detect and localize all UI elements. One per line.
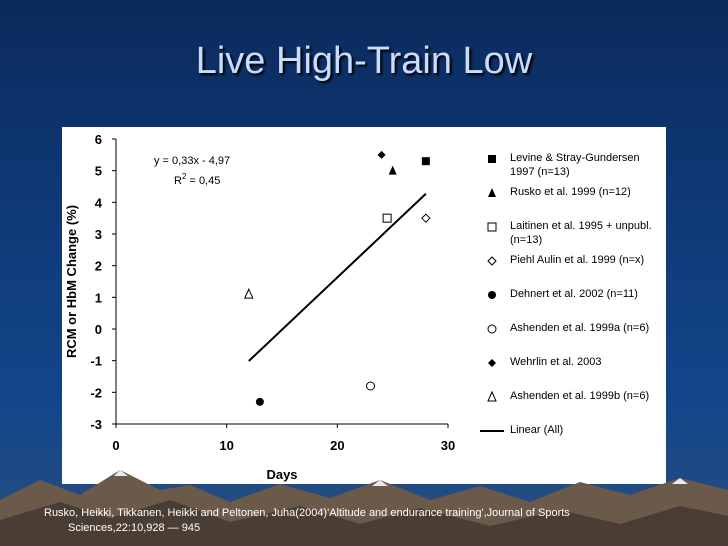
regression-r-squared: R2 = 0,45 [174, 172, 220, 187]
x-tick-label: 20 [330, 438, 344, 453]
legend-marker-open-circle [487, 324, 497, 334]
x-axis-label: Days [266, 467, 297, 482]
legend-label: Laitinen et al. 1995 + unpubl. (n=13) [510, 220, 652, 246]
legend-label: Dehnert et al. 2002 (n=11) [510, 288, 638, 300]
legend-marker-filled-triangle [488, 188, 496, 197]
legend-marker [487, 324, 497, 334]
y-tick-label: 6 [95, 132, 102, 147]
legend-label: Rusko et al. 1999 (n=12) [510, 186, 631, 198]
data-point [421, 213, 431, 223]
y-tick-label: 2 [95, 259, 102, 274]
y-tick-label: 5 [95, 164, 102, 179]
regression-line [248, 193, 427, 362]
data-point [382, 213, 392, 223]
y-tick-label: 0 [95, 322, 102, 337]
data-point [421, 157, 430, 166]
chart-panel: 6 5 4 3 2 1 0 -1 -2 -3 0 10 20 30 Days RCM or HbM Chang… [62, 127, 666, 484]
x-tick-label: 0 [112, 438, 119, 453]
legend-label: Ashenden et al. 1999a (n=6) [510, 322, 650, 334]
legend-marker [487, 256, 497, 266]
data-point [244, 287, 254, 299]
data-point [255, 397, 264, 406]
citation-line-1: Rusko, Heikki, Tikkanen, Heikki and Pelt… [44, 507, 570, 519]
legend-marker [488, 291, 496, 299]
y-tick-label: 3 [95, 227, 102, 242]
legend-label: Ashenden et al. 1999b (n=6) [510, 390, 650, 402]
legend-marker [487, 390, 497, 402]
citation-line-2: Sciences,22:10,928 — 945 [68, 522, 201, 534]
y-tick-label: -1 [90, 354, 102, 369]
y-tick-label: 4 [95, 195, 103, 210]
legend-marker-open-diamond [487, 256, 497, 266]
legend-marker [480, 430, 504, 432]
data-point [366, 381, 376, 391]
legend-marker-filled-square [488, 155, 496, 163]
data-point [388, 165, 397, 175]
legend-marker-open-triangle [487, 390, 497, 402]
regression-equation: y = 0,33x - 4,97 [154, 155, 230, 167]
legend-label: Wehrlin et al. 2003 [510, 356, 602, 368]
legend-marker [488, 359, 496, 367]
legend-marker-filled-diamond [488, 359, 496, 367]
legend-marker [487, 222, 497, 232]
legend-marker-filled-circle [488, 291, 496, 299]
chart-legend: Levine & Stray-Gundersen 1997 (n=13) Rusk… [480, 127, 666, 484]
x-tick-label: 30 [441, 438, 455, 453]
legend-marker [488, 188, 496, 197]
slide-title: Live High-Train Low [195, 40, 533, 82]
y-tick-label: -3 [90, 417, 102, 432]
legend-label: Piehl Aulin et al. 1999 (n=x) [510, 254, 645, 266]
citation: Rusko, Heikki, Tikkanen, Heikki and Pelt… [44, 506, 664, 536]
x-tick-label: 10 [219, 438, 233, 453]
mountain-backdrop [0, 470, 728, 546]
y-tick-label: 1 [95, 290, 102, 305]
y-tick-label: -2 [90, 385, 102, 400]
legend-marker [488, 155, 496, 163]
data-point [377, 150, 386, 159]
legend-label: Linear (All) [510, 424, 564, 436]
y-axis-label: RCM or HbM Change (%) [64, 205, 79, 358]
legend-marker-open-square [487, 222, 497, 232]
legend-label: Levine & Stray-Gundersen 1997 (n=13) [510, 152, 640, 178]
